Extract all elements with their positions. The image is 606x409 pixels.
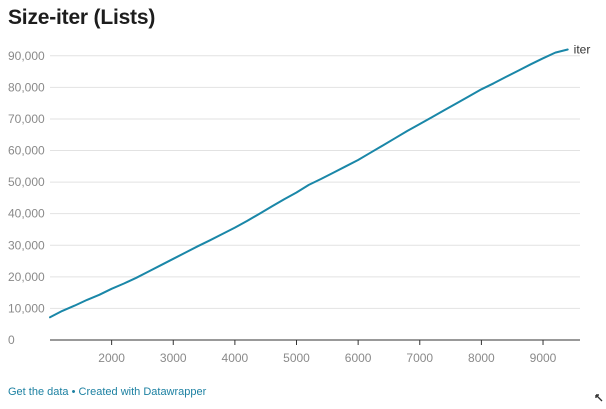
y-tick-label: 90,000 (8, 49, 45, 63)
series-layer: iter (49, 42, 591, 319)
y-tick-label: 0 (8, 333, 15, 347)
series-label-iter: iter (574, 42, 591, 56)
y-tick-label: 60,000 (8, 144, 45, 158)
resize-arrow-icon[interactable] (595, 394, 603, 402)
x-tick-label: 2000 (98, 351, 125, 365)
chart-title: Size-iter (Lists) (8, 6, 156, 29)
y-tick-label: 20,000 (8, 270, 45, 284)
series-line-iter (49, 48, 569, 319)
footer-separator: • (68, 386, 79, 398)
x-axis: 2000 3000 4000 5000 6000 7000 8000 9000 (98, 340, 557, 365)
x-tick-label: 4000 (222, 351, 249, 365)
created-with-datawrapper-link[interactable]: Created with Datawrapper (78, 386, 207, 398)
y-tick-label: 30,000 (8, 238, 45, 252)
y-axis: 0 10,000 20,000 30,000 40,000 50,000 60,000 70,… (8, 49, 45, 347)
x-tick-label: 6000 (345, 351, 372, 365)
x-tick-label: 3000 (160, 351, 187, 365)
x-tick-label: 7000 (406, 351, 433, 365)
y-tick-label: 50,000 (8, 175, 45, 189)
chart-footer: Get the data • Created with Datawrapper (8, 386, 206, 398)
y-tick-label: 40,000 (8, 207, 45, 221)
line-chart: 0 10,000 20,000 30,000 40,000 50,000 60,000 70,… (8, 42, 591, 365)
grid-lines (50, 55, 580, 341)
x-tick-label: 8000 (468, 351, 495, 365)
y-tick-label: 80,000 (8, 80, 45, 94)
x-tick-label: 9000 (530, 351, 557, 365)
y-tick-label: 70,000 (8, 112, 45, 126)
x-tick-label: 5000 (283, 351, 310, 365)
get-the-data-link[interactable]: Get the data (8, 386, 69, 398)
y-tick-label: 10,000 (8, 301, 45, 315)
